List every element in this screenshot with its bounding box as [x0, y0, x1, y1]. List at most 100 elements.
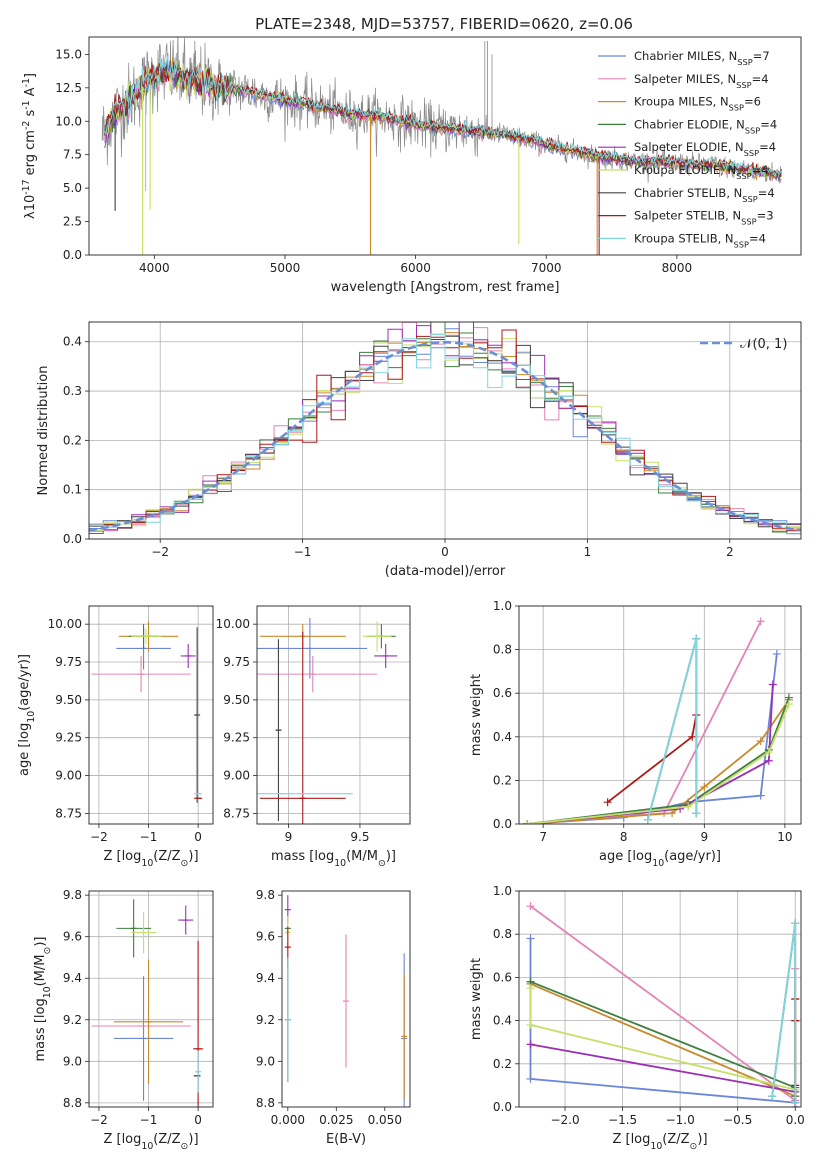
model-spectrum	[104, 60, 782, 177]
weight-series	[523, 700, 793, 824]
y-tick-label: 5.0	[63, 181, 82, 195]
plot-area	[523, 617, 793, 824]
errorbar-point	[131, 628, 161, 644]
y-tick-label: 9.2	[63, 1013, 82, 1027]
x-tick-label: 9.5	[350, 830, 369, 844]
y-tick-label: 0.0	[493, 1100, 512, 1114]
legend-label: Kroupa MILES, NSSP=6	[634, 95, 761, 113]
y-tick-label: 0.8	[493, 643, 512, 657]
legend-label: Salpeter ELODIE, NSSP=4	[634, 140, 776, 158]
label-part: Kroupa ELODIE, N	[634, 163, 736, 177]
plot-area	[91, 621, 203, 803]
y-tick-label: 10.0	[55, 114, 82, 128]
label-part: (M/M	[33, 955, 48, 987]
y-tick-label: 15.0	[55, 47, 82, 61]
label-part: A	[23, 87, 38, 100]
x-tick-label: 8000	[662, 261, 693, 275]
axes-residuals: −2 −1 0 1 2 0.0 0.1 0.2 0.3 0.4 (data-model)/error…	[36, 321, 802, 579]
errorbar-point	[257, 618, 368, 679]
weight-series	[523, 680, 777, 824]
label-part: SSP	[745, 125, 760, 135]
x-axis-label: Z [log10(Z/Z⊙)]	[612, 1132, 707, 1152]
legend: 𝒩(0, 1)	[700, 337, 787, 352]
axes-frame	[518, 605, 802, 825]
weight-marker	[764, 756, 773, 765]
x-tick-label: −2	[90, 830, 108, 844]
label-part: ⊙	[378, 858, 386, 869]
x-axis-label: (data-model)/error	[385, 564, 506, 579]
weight-marker	[603, 798, 612, 807]
label-part: Z [log	[103, 1132, 141, 1147]
legend-label: Salpeter STELIB, NSSP=3	[634, 209, 774, 227]
axes-frame	[518, 890, 802, 1108]
label-part: 10	[42, 986, 53, 998]
errorbar-point	[194, 627, 201, 803]
label-part: wavelength [Angstrom, rest frame]	[331, 280, 560, 295]
y-tick-label: 8.8	[63, 1096, 82, 1110]
y-tick-label: 2.5	[63, 215, 82, 229]
x-tick-label: −0.5	[723, 1113, 752, 1127]
y-tick-label: 9.00	[55, 769, 82, 783]
label-part: )]	[33, 937, 48, 947]
x-tick-label: 0.025	[319, 1113, 353, 1127]
label-part: =4	[749, 231, 766, 245]
weight-marker	[526, 984, 535, 993]
figure-title: PLATE=2348, MJD=53757, FIBERID=0620, z=0…	[255, 15, 633, 33]
label-part: =7	[753, 49, 770, 63]
x-tick-label: 8	[620, 830, 628, 844]
label-part: SSP	[744, 148, 759, 158]
weight-marker	[784, 700, 793, 709]
weight-marker	[676, 804, 685, 813]
y-tick-label: 0.0	[493, 817, 512, 831]
label-part: )]	[188, 849, 198, 864]
axes-weight_vs_Z: −2.0 −1.5 −1.0 −0.5 0.0 0.0 0.2 0.4 0.6 0.8 1.0 Z […	[469, 884, 805, 1152]
weight-series	[643, 634, 701, 824]
legend-label: Chabrier STELIB, NSSP=4	[634, 186, 775, 204]
x-axis-label: E(B-V)	[326, 1132, 366, 1147]
x-tick-label: −1	[294, 545, 312, 559]
weight-marker	[692, 634, 701, 643]
label-part: Chabrier MILES, N	[634, 49, 737, 63]
label-part: 10	[334, 858, 346, 869]
errorbar-point	[284, 957, 291, 1083]
y-tick-label: 0.3	[63, 384, 82, 398]
y-axis-label: Normed distribution	[36, 366, 51, 496]
label-part: =4	[752, 72, 769, 86]
weight-series	[526, 984, 800, 1094]
errorbar-point	[178, 905, 194, 935]
y-tick-label: 0.1	[63, 483, 82, 497]
y-tick-label: 12.5	[55, 81, 82, 95]
label-part: Chabrier STELIB, N	[634, 186, 742, 200]
label-part: )]	[697, 1132, 707, 1147]
label-part: λ10	[23, 195, 38, 219]
label-part: E(B-V)	[326, 1132, 366, 1147]
label-part: mass weight	[469, 958, 484, 1040]
label-part: 10	[652, 858, 664, 869]
weight-series	[603, 711, 701, 807]
legend-label: Chabrier ELODIE, NSSP=4	[634, 117, 777, 135]
errorbar-point	[343, 934, 349, 1068]
errorbar-point	[257, 655, 378, 693]
weight-marker	[526, 934, 535, 943]
weight-marker	[768, 680, 777, 689]
axes-frame	[88, 36, 802, 256]
weight-marker	[526, 1074, 535, 1083]
axis-layer: −2 −1 0 1 2 0.0 0.1 0.2 0.3 0.4 (data-model)/error…	[36, 321, 802, 579]
y-tick-label: 0.6	[493, 686, 512, 700]
legend-label: 𝒩(0, 1)	[740, 337, 787, 352]
weight-line	[530, 1043, 797, 1107]
label-part: -1	[21, 78, 32, 87]
x-tick-label: 0.050	[368, 1113, 402, 1127]
y-tick-label: 0.4	[63, 335, 82, 349]
label-part: =6	[744, 95, 761, 109]
x-tick-label: 5000	[270, 261, 301, 275]
y-axis-label: mass weight	[469, 958, 484, 1040]
weight-marker	[791, 919, 800, 928]
weight-marker	[526, 1020, 535, 1029]
residual-histogram	[89, 322, 801, 534]
weight-marker	[756, 617, 765, 626]
errorbar-point	[91, 655, 191, 693]
normal-curve	[89, 340, 801, 532]
y-tick-label: 9.25	[55, 731, 82, 745]
